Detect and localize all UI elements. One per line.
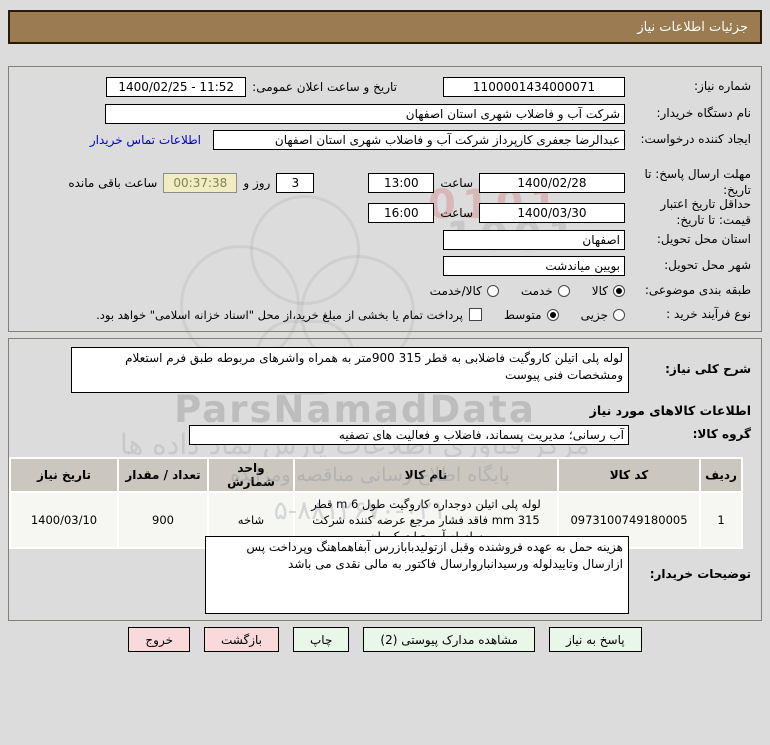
- radio-icon: [486, 284, 499, 297]
- back-button[interactable]: بازگشت: [204, 627, 279, 652]
- need-number-field[interactable]: 1100001434000071: [443, 77, 625, 97]
- announce-datetime-field[interactable]: 1400/02/25 - 11:52: [106, 77, 247, 97]
- delivery-city-field[interactable]: بویین میاندشت: [443, 256, 625, 276]
- title-bar: جزئیات اطلاعات نیاز: [8, 10, 762, 44]
- hours-remaining-label: ساعت باقی مانده: [68, 175, 158, 190]
- view-attached-docs-button[interactable]: مشاهده مدارک پیوستی (2): [363, 627, 535, 652]
- radio-option-label: خدمت: [520, 283, 553, 298]
- purchase-process-row: نوع فرآیند خرید : جزیی متوسط پرداخت تمام…: [19, 307, 751, 323]
- reply-deadline-label: مهلت ارسال پاسخ: تا تاریخ:: [644, 167, 751, 197]
- reply-to-need-button[interactable]: پاسخ به نیاز: [548, 627, 642, 652]
- radio-icon: [613, 308, 625, 321]
- buyer-org-label: نام دستگاه خریدار:: [656, 106, 752, 121]
- countdown-timer: 00:37:38: [163, 172, 238, 193]
- subject-class-option-goods-service[interactable]: کالا/خدمت: [430, 284, 499, 298]
- validity-hour-label: ساعت: [440, 205, 473, 220]
- print-button[interactable]: چاپ: [293, 627, 350, 652]
- delivery-city-row: شهر محل تحویل: بویین میاندشت: [19, 256, 751, 276]
- delivery-province-label: استان محل تحویل:: [656, 232, 751, 247]
- request-creator-label: ایجاد کننده درخواست:: [640, 132, 751, 147]
- col-header-goods-name: نام کالا: [295, 459, 557, 491]
- subject-class-option-service[interactable]: خدمت: [521, 284, 570, 298]
- price-validity-time-field[interactable]: 16:00: [368, 202, 435, 223]
- process-option-medium[interactable]: متوسط: [504, 308, 559, 322]
- col-header-goods-code: کد کالا: [559, 459, 699, 491]
- delivery-province-row: استان محل تحویل: اصفهان: [19, 230, 751, 250]
- price-validity-date-field[interactable]: 1400/03/30: [479, 202, 625, 223]
- col-header-unit: واحد شمارش: [209, 459, 293, 491]
- col-header-row-number: ردیف: [701, 459, 741, 491]
- radio-selected-icon: [613, 284, 625, 297]
- subject-class-row: طبقه بندی موضوعی: کالا خدمت کالا/خدمت: [19, 283, 751, 299]
- cell-need-date: 1400/03/10: [11, 493, 117, 548]
- reply-deadline-time-field[interactable]: 13:00: [368, 172, 435, 193]
- exit-button[interactable]: خروج: [128, 627, 190, 652]
- reply-deadline-row: مهلت ارسال پاسخ: تا تاریخ: 1400/02/28 سا…: [19, 167, 751, 198]
- reply-deadline-date-field[interactable]: 1400/02/28: [479, 172, 625, 193]
- goods-group-field[interactable]: آب رسانی؛ مدیریت پسماند، فاضلاب و فعالیت…: [189, 425, 629, 445]
- goods-table: ردیف کد کالا نام کالا واحد شمارش تعداد /…: [9, 457, 743, 550]
- goods-group-label: گروه کالا:: [692, 427, 751, 442]
- request-creator-field[interactable]: عبدالرضا جعفری کارپرداز شرکت آب و فاضلاب…: [213, 130, 625, 150]
- need-number-row: شماره نیاز: 1100001434000071 تاریخ و ساع…: [19, 77, 751, 97]
- action-buttons-row: پاسخ به نیاز مشاهده مدارک پیوستی (2) چاپ…: [0, 627, 770, 652]
- buyer-notes-textarea[interactable]: هزینه حمل به عهده فروشنده وقبل ازتولیدبا…: [205, 536, 629, 614]
- reply-hour-label: ساعت: [440, 175, 473, 190]
- delivery-province-field[interactable]: اصفهان: [443, 230, 625, 250]
- goods-table-wrap: ردیف کد کالا نام کالا واحد شمارش تعداد /…: [9, 457, 743, 550]
- col-header-need-date: تاریخ نیاز: [11, 459, 117, 491]
- treasury-docs-checkbox-label: پرداخت تمام یا بخشی از مبلغ خرید،از محل …: [96, 307, 463, 322]
- need-info-panel: شماره نیاز: 1100001434000071 تاریخ و ساع…: [8, 66, 762, 332]
- buyer-notes-row: توضیحات خریدار: هزینه حمل به عهده فروشند…: [19, 536, 751, 614]
- cell-quantity: 900: [119, 493, 207, 548]
- days-and-label: روز و: [243, 175, 271, 190]
- radio-option-label: کالا: [591, 283, 608, 298]
- announce-datetime-label: تاریخ و ساعت اعلان عمومی:: [252, 80, 397, 94]
- process-option-minor[interactable]: جزیی: [581, 308, 625, 322]
- remaining-days-field[interactable]: 3: [276, 172, 315, 193]
- subject-class-label: طبقه بندی موضوعی:: [644, 283, 751, 297]
- treasury-docs-checkbox[interactable]: [468, 308, 482, 322]
- buyer-notes-label: توضیحات خریدار:: [649, 567, 751, 582]
- page-title: جزئیات اطلاعات نیاز: [637, 19, 748, 35]
- need-description-label: شرح کلی نیاز:: [665, 362, 751, 377]
- price-validity-label: حداقل تاریخ اعتبار قیمت: تا تاریخ:: [660, 197, 751, 227]
- radio-option-label: کالا/خدمت: [429, 283, 482, 298]
- radio-option-label: جزیی: [580, 307, 608, 322]
- goods-group-row: گروه کالا: آب رسانی؛ مدیریت پسماند، فاضل…: [19, 425, 751, 445]
- goods-info-panel: شرح کلی نیاز: لوله پلی اتیلن کاروگیت فاض…: [8, 338, 762, 621]
- need-number-label: شماره نیاز:: [694, 79, 751, 94]
- goods-section-title-row: اطلاعات کالاهای مورد نیاز: [19, 403, 751, 418]
- delivery-city-label: شهر محل تحویل:: [664, 258, 751, 273]
- buyer-org-field[interactable]: شرکت آب و فاضلاب شهری استان اصفهان: [105, 104, 625, 124]
- purchase-process-label: نوع فرآیند خرید :: [666, 307, 751, 321]
- goods-table-header-row: ردیف کد کالا نام کالا واحد شمارش تعداد /…: [11, 459, 741, 491]
- radio-icon: [557, 284, 570, 297]
- request-creator-row: ایجاد کننده درخواست: عبدالرضا جعفری کارپ…: [19, 130, 751, 150]
- need-description-textarea[interactable]: لوله پلی اتیلن کاروگیت فاضلابی به قطر 31…: [71, 347, 629, 393]
- subject-class-option-goods[interactable]: کالا: [592, 284, 625, 298]
- buyer-contact-link[interactable]: اطلاعات تماس خریدار: [89, 133, 201, 147]
- goods-section-title: اطلاعات کالاهای مورد نیاز: [589, 403, 751, 418]
- col-header-quantity: تعداد / مقدار: [119, 459, 207, 491]
- buyer-org-row: نام دستگاه خریدار: شرکت آب و فاضلاب شهری…: [19, 104, 751, 124]
- radio-option-label: متوسط: [503, 307, 542, 322]
- cell-row-number: 1: [701, 493, 741, 548]
- radio-selected-icon: [546, 308, 559, 321]
- price-validity-row: حداقل تاریخ اعتبار قیمت: تا تاریخ: 1400/…: [19, 197, 751, 228]
- need-description-row: شرح کلی نیاز: لوله پلی اتیلن کاروگیت فاض…: [19, 347, 751, 393]
